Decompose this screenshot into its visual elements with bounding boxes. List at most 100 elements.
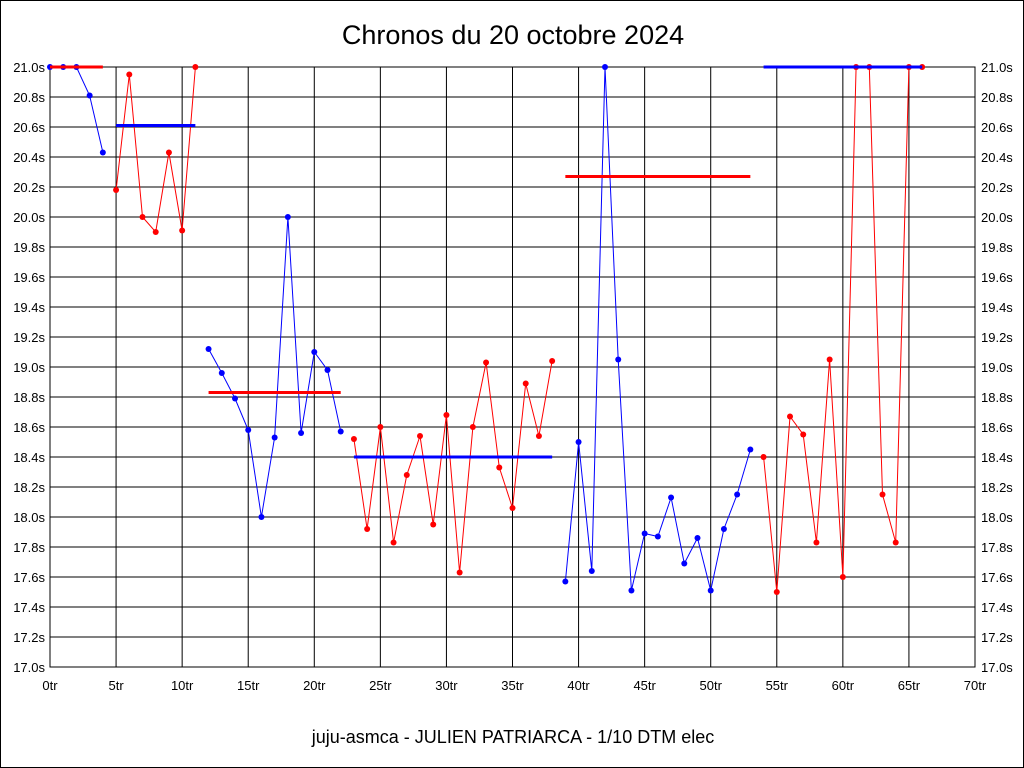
data-point: [86, 92, 93, 99]
y-tick-label-left: 21.0s: [13, 60, 45, 75]
series-line: [50, 66, 104, 153]
data-point: [417, 433, 423, 439]
series-line: [564, 66, 751, 591]
data-point: [892, 539, 899, 546]
data-point: [483, 359, 490, 366]
y-axis-right-ticks: 17.0s 17.2s 17.4s 17.6s 17.8s 18.0s 18.2s 18.4s…: [981, 60, 1013, 675]
data-point: [364, 526, 371, 532]
x-tick-label: 55tr: [766, 678, 789, 693]
data-point: [641, 530, 648, 537]
x-tick-label: 30tr: [435, 678, 458, 693]
x-tick-label: 40tr: [567, 678, 590, 693]
x-tick-label: 10tr: [171, 678, 194, 693]
y-tick-label-left: 19.2s: [13, 330, 45, 345]
data-point: [456, 569, 463, 576]
data-point: [469, 424, 476, 430]
grid-layer: [49, 66, 976, 668]
y-tick-label-right: 17.0s: [981, 660, 1013, 675]
y-axis-left-ticks: 17.0s 17.2s 17.4s 17.6s 17.8s 18.0s 18.2s 18.4s…: [13, 60, 45, 675]
data-point: [390, 539, 397, 546]
data-point: [430, 521, 437, 528]
data-point: [509, 505, 516, 511]
data-point: [496, 464, 503, 471]
x-tick-label: 60tr: [832, 678, 855, 693]
x-tick-label: 0tr: [42, 678, 58, 693]
x-tick-label: 45tr: [633, 678, 656, 693]
data-point: [113, 187, 120, 193]
y-tick-label-left: 19.0s: [13, 360, 45, 375]
y-tick-label-left: 20.4s: [13, 150, 45, 165]
x-tick-label: 15tr: [237, 678, 260, 693]
data-point: [139, 214, 146, 220]
data-point: [205, 346, 212, 352]
x-tick-label: 35tr: [501, 678, 524, 693]
data-point: [747, 446, 754, 453]
data-point: [99, 149, 106, 156]
y-tick-label-right: 17.2s: [981, 630, 1013, 645]
y-tick-label-right: 18.0s: [981, 510, 1013, 525]
data-point: [694, 535, 701, 541]
data-point: [681, 560, 688, 567]
data-point: [549, 358, 556, 364]
x-tick-label: 20tr: [303, 678, 326, 693]
data-point: [602, 64, 608, 70]
x-tick-label: 5tr: [108, 678, 124, 693]
y-tick-label-right: 19.8s: [981, 240, 1013, 255]
data-point: [403, 472, 410, 478]
plot-frame: [49, 66, 976, 668]
y-tick-label-right: 19.6s: [981, 270, 1013, 285]
chart-footer: juju-asmca - JULIEN PATRIARCA - 1/10 DTM…: [311, 727, 714, 747]
data-point: [813, 539, 820, 546]
data-point: [337, 428, 344, 435]
y-tick-label-left: 19.4s: [13, 300, 45, 315]
x-tick-label: 50tr: [700, 678, 723, 693]
y-tick-label-right: 20.2s: [981, 180, 1013, 195]
data-point: [707, 587, 714, 594]
data-point: [826, 356, 833, 363]
y-tick-label-left: 18.6s: [13, 420, 45, 435]
data-point: [298, 430, 305, 436]
series-line: [115, 66, 196, 234]
data-point: [562, 578, 569, 585]
y-tick-label-right: 20.8s: [981, 90, 1013, 105]
data-point: [615, 356, 622, 363]
data-point: [165, 149, 172, 156]
data-point: [787, 413, 793, 420]
series-group: [113, 64, 199, 235]
series-group: [562, 64, 754, 594]
x-axis-ticks: 0tr 5tr 10tr 15tr 20tr 25tr 30tr 35tr 40tr 45tr 50…: [42, 678, 986, 693]
series-group: [47, 64, 106, 156]
y-tick-label-left: 20.2s: [13, 180, 45, 195]
data-point: [720, 526, 727, 532]
y-tick-label-right: 17.6s: [981, 570, 1013, 585]
y-tick-label-left: 17.8s: [13, 540, 45, 555]
chart-title: Chronos du 20 octobre 2024: [342, 20, 684, 50]
data-point: [218, 370, 225, 376]
y-tick-label-right: 20.6s: [981, 120, 1013, 135]
data-point: [258, 514, 265, 520]
y-tick-label-right: 18.8s: [981, 390, 1013, 405]
x-tick-label: 25tr: [369, 678, 392, 693]
data-point: [773, 589, 780, 595]
series-layer: [47, 64, 926, 595]
y-tick-label-right: 19.0s: [981, 360, 1013, 375]
data-point: [668, 494, 675, 501]
data-point: [760, 454, 767, 460]
y-tick-label-left: 20.0s: [13, 210, 45, 225]
y-tick-label-right: 20.0s: [981, 210, 1013, 225]
y-tick-label-left: 19.8s: [13, 240, 45, 255]
y-tick-label-right: 18.2s: [981, 480, 1013, 495]
y-tick-label-right: 20.4s: [981, 150, 1013, 165]
x-tick-label: 65tr: [898, 678, 921, 693]
data-point: [126, 71, 133, 78]
average-lines-layer: [50, 65, 923, 459]
y-tick-label-right: 18.6s: [981, 420, 1013, 435]
data-point: [350, 436, 357, 442]
data-point: [588, 568, 595, 574]
data-point: [179, 227, 186, 234]
data-point: [839, 574, 846, 580]
y-tick-label-right: 19.4s: [981, 300, 1013, 315]
y-tick-label-left: 18.0s: [13, 510, 45, 525]
y-tick-label-left: 19.6s: [13, 270, 45, 285]
